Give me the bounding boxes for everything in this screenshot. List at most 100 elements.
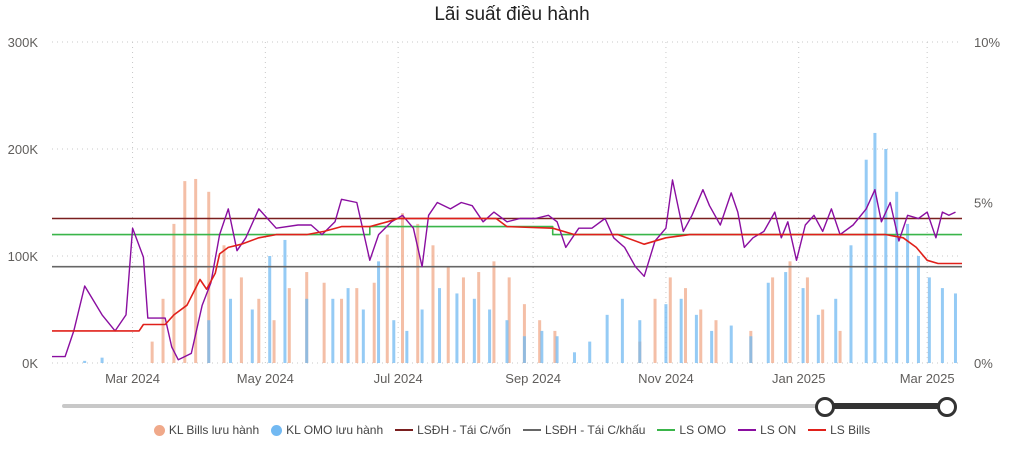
legend-item[interactable]: LSĐH - Tái C/khấu [522, 423, 646, 437]
bar [784, 272, 788, 363]
legend-item[interactable]: LS OMO [657, 423, 726, 437]
bar [864, 159, 868, 363]
bar [268, 256, 272, 363]
bar [361, 309, 365, 363]
legend-item[interactable]: LS ON [738, 423, 796, 437]
y-right-tick-label: 0% [974, 356, 993, 371]
bar [884, 149, 888, 363]
bar [714, 320, 718, 363]
chart-legend: KL Bills lưu hành KL OMO lưu hành LSĐH - T… [0, 423, 1024, 437]
legend-label: LS Bills [830, 423, 871, 437]
bar [207, 320, 211, 363]
bar [272, 320, 276, 363]
legend-item[interactable]: KL OMO lưu hành [271, 423, 383, 437]
bar [664, 304, 668, 363]
bar [250, 309, 254, 363]
x-tick-label: Nov 2024 [638, 371, 694, 386]
bar [340, 298, 344, 363]
x-tick-label: Jan 2025 [772, 371, 826, 386]
legend-item[interactable]: LS Bills [808, 423, 870, 437]
legend-label: LS ON [760, 423, 797, 437]
bar [420, 309, 424, 363]
series-line-ls-on [52, 179, 956, 361]
y-left-tick-label: 0K [22, 356, 38, 371]
bar [461, 277, 465, 363]
bar [507, 277, 511, 363]
bar [472, 298, 476, 363]
bar [729, 325, 733, 363]
date-range-slider[interactable] [62, 397, 957, 417]
legend-swatch [808, 429, 827, 431]
y-right-tick-label: 5% [974, 196, 993, 211]
bar [771, 277, 775, 363]
axis-layer: 300K 200K 100K 0K 10% 5% 0% Mar 2024 May 2024 Jul… [8, 35, 1001, 386]
bar [906, 223, 910, 363]
bar [522, 304, 526, 363]
bar [834, 298, 838, 363]
bar [416, 223, 420, 363]
bar [488, 309, 492, 363]
bar [927, 277, 931, 363]
bar [239, 277, 243, 363]
x-tick-label: Jul 2024 [374, 371, 423, 386]
line-layer [52, 179, 962, 361]
slider-start-handle[interactable] [815, 397, 835, 417]
bar [873, 132, 877, 363]
bar [401, 213, 405, 363]
legend-label: LSĐH - Tái C/khấu [544, 423, 646, 437]
bar [83, 360, 87, 363]
bar [287, 288, 291, 363]
chart-title: Lãi suất điều hành [434, 4, 590, 25]
legend-swatch [395, 429, 414, 431]
bar [555, 336, 559, 363]
slider-end-handle[interactable] [937, 397, 957, 417]
bar [679, 298, 683, 363]
bar [283, 239, 287, 363]
bar [322, 282, 326, 363]
slider-selected-range [826, 403, 948, 409]
bar [183, 181, 187, 363]
bar [788, 261, 792, 363]
bar [605, 314, 609, 363]
grid-layer [52, 41, 962, 364]
bar [405, 330, 409, 363]
bar-layer [83, 132, 957, 363]
bar [538, 320, 542, 363]
series-line-ls-bills [52, 217, 962, 332]
legend-label: KL Bills lưu hành [168, 423, 260, 437]
bar [572, 352, 576, 363]
series-line-ls-omo [52, 225, 962, 236]
bar [172, 223, 176, 363]
bar [668, 277, 672, 363]
bar [431, 245, 435, 363]
legend-item[interactable]: KL Bills lưu hành [153, 423, 260, 437]
bar [477, 272, 481, 363]
bar [492, 261, 496, 363]
bar [377, 261, 381, 363]
bar [372, 282, 376, 363]
bar [455, 293, 459, 363]
bar [638, 320, 642, 363]
bar [150, 341, 154, 363]
legend-swatch [657, 429, 676, 431]
y-left-tick-label: 200K [8, 142, 39, 157]
bar [694, 314, 698, 363]
x-tick-label: Mar 2024 [105, 371, 160, 386]
bar [100, 357, 104, 363]
bar [438, 288, 442, 363]
x-tick-label: Mar 2025 [900, 371, 955, 386]
bar [849, 245, 853, 363]
legend-item[interactable]: LSĐH - Tái C/vốn [395, 423, 511, 437]
slider-track[interactable] [62, 404, 956, 408]
legend-label: LSĐH - Tái C/vốn [417, 423, 511, 437]
bar [805, 277, 809, 363]
y-left-tick-label: 100K [8, 249, 39, 264]
chart-plot[interactable]: 300K 200K 100K 0K 10% 5% 0% Mar 2024 May 2024 Jul… [0, 0, 1024, 395]
bar [749, 336, 753, 363]
bar [385, 234, 389, 363]
bar [392, 320, 396, 363]
bar [953, 293, 957, 363]
bar [305, 298, 309, 363]
legend-swatch [153, 424, 165, 436]
legend-label: KL OMO lưu hành [286, 423, 384, 437]
